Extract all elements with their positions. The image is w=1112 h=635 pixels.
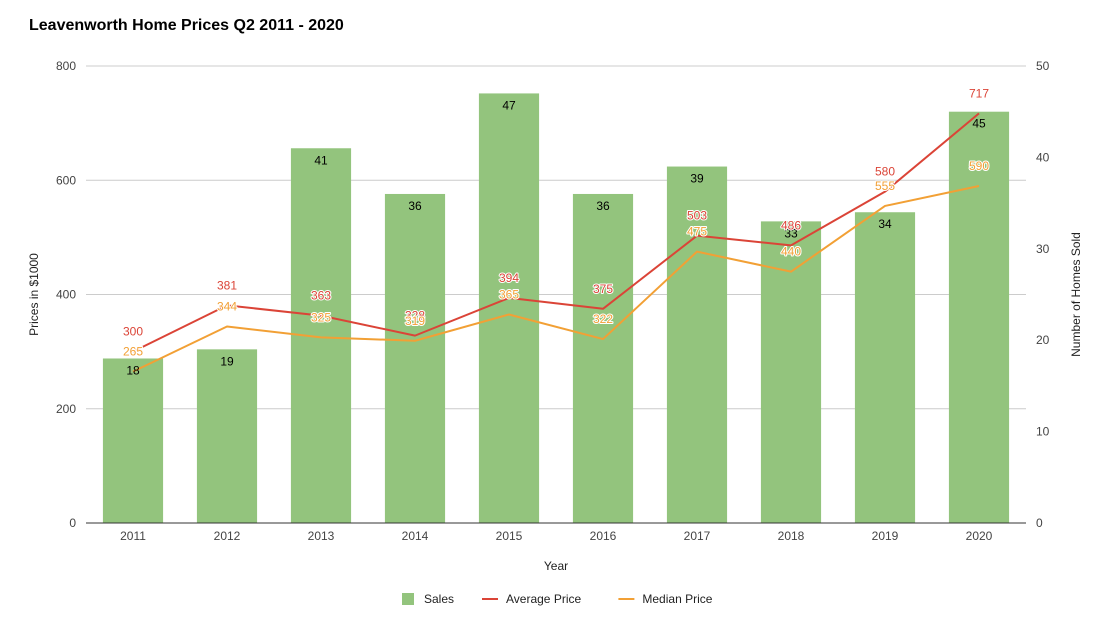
line-data-label: 328 — [405, 309, 425, 323]
line-data-label: 381 — [217, 278, 237, 292]
line-data-label: 325 — [311, 310, 331, 324]
bar — [384, 193, 446, 523]
legend-label: Sales — [424, 592, 454, 606]
axes-layer: 0 200 400 600 800 0 10 20 30 40 50 2011 2012 2013 2014… — [27, 59, 1083, 573]
bar-data-label: 36 — [596, 199, 610, 213]
bar-data-label: 41 — [314, 153, 328, 167]
bar — [196, 349, 258, 523]
line-data-label: 486 — [781, 218, 801, 232]
legend: Sales Average Price Median Price — [402, 592, 713, 606]
series-line — [132, 112, 980, 353]
line-data-label: 300 — [123, 325, 143, 339]
legend-label: Median Price — [642, 592, 712, 606]
legend-label: Average Price — [506, 592, 581, 606]
bar-data-label: 39 — [690, 172, 704, 186]
line-data-label: 590 — [969, 159, 989, 173]
line-data-label: 503 — [687, 209, 707, 223]
bar — [666, 166, 728, 524]
bar — [854, 212, 916, 524]
line-data-label: 717 — [969, 86, 989, 100]
x-tick-label: 2012 — [214, 529, 241, 543]
x-tick-label: 2020 — [966, 529, 993, 543]
y2-tick-label: 10 — [1036, 425, 1050, 439]
bar — [102, 358, 164, 523]
x-tick-label: 2016 — [590, 529, 617, 543]
x-tick-label: 2013 — [308, 529, 335, 543]
y2-axis-title: Number of Homes Sold — [1069, 232, 1083, 357]
y-tick-label: 0 — [69, 516, 76, 530]
line-data-label: 375 — [593, 282, 613, 296]
bar — [478, 93, 540, 524]
line-data-label: 365 — [499, 287, 519, 301]
line-data-label: 322 — [593, 312, 613, 326]
x-tick-label: 2015 — [496, 529, 523, 543]
line-data-label: 555 — [875, 179, 895, 193]
x-axis-title: Year — [544, 559, 568, 573]
legend-swatch — [402, 593, 414, 605]
x-tick-label: 2019 — [872, 529, 899, 543]
x-tick-label: 2014 — [402, 529, 429, 543]
line-data-label: 440 — [781, 245, 801, 259]
bar-data-label: 36 — [408, 199, 422, 213]
y2-tick-label: 20 — [1036, 333, 1050, 347]
bar-data-label: 47 — [502, 98, 516, 112]
x-tick-label: 2018 — [778, 529, 805, 543]
labels-layer: 18 19 41 36 47 36 39 33 34 45 300 381 363 328 394 375 50… — [122, 85, 990, 377]
y2-tick-label: 30 — [1036, 242, 1050, 256]
y2-tick-label: 0 — [1036, 516, 1043, 530]
bar-data-label: 45 — [972, 117, 986, 131]
line-data-label: 363 — [311, 289, 331, 303]
bar-data-label: 34 — [878, 217, 892, 231]
y2-tick-label: 40 — [1036, 150, 1050, 164]
x-tick-label: 2011 — [120, 529, 146, 543]
y-tick-label: 600 — [56, 173, 76, 187]
chart-title: Leavenworth Home Prices Q2 2011 - 2020 — [29, 17, 344, 34]
bar — [948, 111, 1010, 523]
y-tick-label: 200 — [56, 402, 76, 416]
bar-data-label: 33 — [784, 226, 798, 240]
line-data-label: 344 — [217, 299, 237, 313]
line-data-label: 394 — [499, 271, 519, 285]
bar-data-label: 18 — [126, 363, 140, 377]
bar-data-label: 19 — [220, 354, 234, 368]
bars-layer — [102, 93, 1010, 524]
line-data-label: 319 — [405, 314, 425, 328]
line-data-label: 475 — [687, 225, 707, 239]
line-data-label: 265 — [123, 345, 143, 359]
y-axis-title: Prices in $1000 — [27, 253, 41, 336]
line-data-label: 580 — [875, 165, 895, 179]
bar — [572, 193, 634, 523]
y-tick-label: 800 — [56, 59, 76, 73]
y2-tick-label: 50 — [1036, 59, 1050, 73]
series-line — [132, 184, 980, 373]
lines-layer — [132, 112, 980, 373]
x-tick-label: 2017 — [684, 529, 711, 543]
y-tick-label: 400 — [56, 288, 76, 302]
